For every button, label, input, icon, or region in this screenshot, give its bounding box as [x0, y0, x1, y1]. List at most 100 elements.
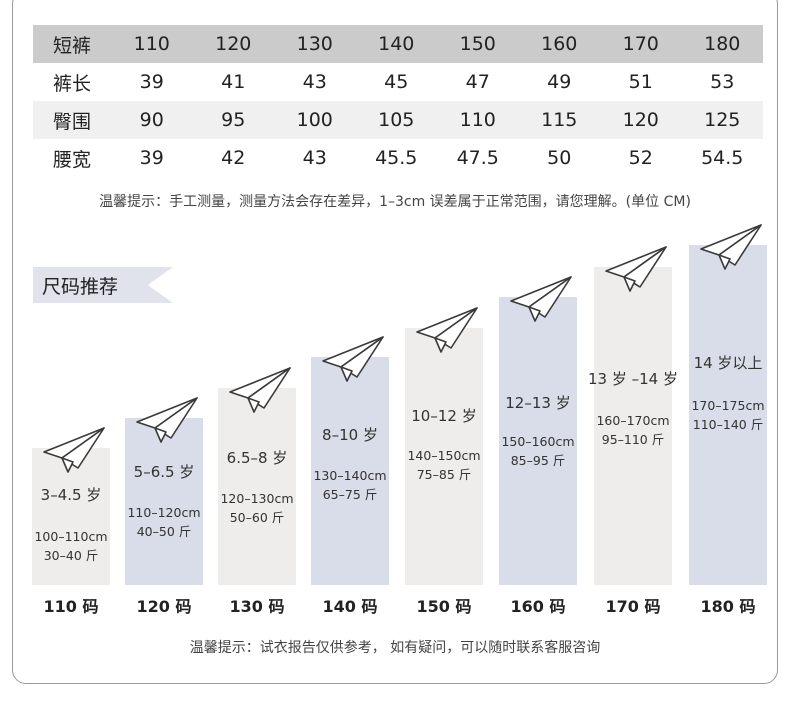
age-range: 14 岁以上	[693, 354, 763, 372]
table-cell: 90	[111, 101, 193, 139]
table-row: 臀围 90 95 100 105 110 115 120 125	[33, 101, 763, 139]
size-code: 110 码	[43, 597, 99, 616]
size-cell: 130	[274, 25, 356, 63]
size-table: 短裤 110 120 130 140 150 160 170 180 裤长 39…	[33, 25, 763, 177]
row-label: 短裤	[33, 25, 111, 63]
table-cell: 53	[710, 71, 735, 93]
table-cell: 39	[139, 71, 164, 93]
table-cell: 52	[628, 147, 653, 169]
height-weight: 170–175cm 110–140 斤	[683, 396, 773, 434]
weight-range: 30–40 斤	[43, 548, 99, 563]
weight-range: 50–60 斤	[229, 510, 285, 525]
height-weight: 100–110cm 30–40 斤	[26, 527, 116, 565]
height-range: 100–110cm	[34, 529, 108, 544]
size-column	[499, 297, 577, 585]
table-cell: 42	[221, 147, 246, 169]
size-cell: 180	[681, 25, 763, 63]
height-weight: 140–150cm 75–85 斤	[399, 446, 489, 484]
paper-plane-icon	[413, 304, 481, 356]
size-cell: 150	[437, 25, 519, 63]
row-label: 裤长	[52, 72, 91, 95]
table-row: 腰宽 39 42 43 45.5 47.5 50 52 54.5	[33, 139, 763, 177]
size-code: 170 码	[605, 597, 661, 616]
table-cell: 47	[465, 71, 490, 93]
size-column	[125, 418, 203, 585]
weight-range: 65–75 斤	[322, 487, 378, 502]
report-note: 温馨提示：试衣报告仅供参考， 如有疑问，可以随时联系客服咨询	[189, 640, 601, 656]
size-code: 150 码	[416, 597, 472, 616]
table-cell: 51	[628, 71, 653, 93]
table-cell: 115	[518, 101, 600, 139]
age-range: 13 岁 –14 岁	[588, 370, 678, 388]
age-range: 12–13 岁	[505, 394, 571, 412]
height-weight: 110–120cm 40–50 斤	[119, 503, 209, 541]
size-cell: 120	[192, 25, 274, 63]
table-cell: 54.5	[701, 147, 744, 169]
height-weight: 160–170cm 95–110 斤	[588, 411, 678, 449]
height-range: 110–120cm	[127, 505, 201, 520]
size-code: 130 码	[229, 597, 285, 616]
weight-range: 40–50 斤	[136, 524, 192, 539]
recommend-title: 尺码推荐	[42, 276, 119, 298]
size-table-header-row: 短裤 110 120 130 140 150 160 170 180	[33, 25, 763, 63]
paper-plane-icon	[507, 273, 575, 325]
height-weight: 120–130cm 50–60 斤	[212, 489, 302, 527]
paper-plane-icon	[319, 333, 387, 385]
table-cell: 95	[192, 101, 274, 139]
table-cell: 43	[302, 147, 327, 169]
weight-range: 95–110 斤	[601, 432, 665, 447]
age-range: 10–12 岁	[411, 407, 477, 425]
size-column	[311, 357, 389, 585]
size-column	[689, 245, 767, 585]
table-cell: 45.5	[375, 147, 418, 169]
row-label: 臀围	[33, 101, 111, 139]
size-column	[218, 388, 296, 585]
age-range: 6.5–8 岁	[226, 449, 288, 467]
size-cell: 160	[518, 25, 600, 63]
height-range: 130–140cm	[313, 468, 387, 483]
table-cell: 125	[681, 101, 763, 139]
row-label: 腰宽	[52, 148, 91, 171]
paper-plane-icon	[226, 364, 294, 416]
table-cell: 41	[221, 71, 246, 93]
table-cell: 120	[600, 101, 682, 139]
weight-range: 110–140 斤	[692, 417, 764, 432]
age-range: 5–6.5 岁	[133, 463, 195, 481]
measurement-note: 温馨提示：手工测量，测量方法会存在差异，1–3cm 误差属于正常范围，请您理解。…	[99, 194, 691, 210]
paper-plane-icon	[40, 424, 108, 476]
table-cell: 43	[302, 71, 327, 93]
height-range: 150–160cm	[501, 434, 575, 449]
age-range: 8–10 岁	[322, 426, 378, 444]
table-cell: 47.5	[456, 147, 499, 169]
size-cell: 140	[355, 25, 437, 63]
size-column	[405, 328, 483, 585]
size-code: 120 码	[136, 597, 192, 616]
size-cell: 170	[600, 25, 682, 63]
height-range: 160–170cm	[596, 413, 670, 428]
paper-plane-icon	[602, 243, 670, 295]
weight-range: 75–85 斤	[416, 467, 472, 482]
table-cell: 49	[547, 71, 572, 93]
table-row: 裤长 39 41 43 45 47 49 51 53	[33, 63, 763, 101]
table-cell: 39	[139, 147, 164, 169]
table-cell: 105	[355, 101, 437, 139]
table-cell: 110	[437, 101, 519, 139]
height-range: 170–175cm	[691, 398, 765, 413]
age-range: 3–4.5 岁	[40, 486, 102, 504]
table-cell: 50	[547, 147, 572, 169]
weight-range: 85–95 斤	[510, 453, 566, 468]
size-code: 140 码	[322, 597, 378, 616]
size-cell: 110	[111, 25, 193, 63]
content-frame	[12, 0, 778, 684]
height-weight: 130–140cm 65–75 斤	[305, 466, 395, 504]
table-cell: 45	[384, 71, 409, 93]
size-code: 180 码	[700, 597, 756, 616]
size-column	[32, 448, 110, 585]
paper-plane-icon	[133, 394, 201, 446]
size-column	[594, 267, 672, 585]
height-range: 140–150cm	[407, 448, 481, 463]
height-weight: 150–160cm 85–95 斤	[493, 432, 583, 470]
height-range: 120–130cm	[220, 491, 294, 506]
size-code: 160 码	[510, 597, 566, 616]
table-cell: 100	[274, 101, 356, 139]
